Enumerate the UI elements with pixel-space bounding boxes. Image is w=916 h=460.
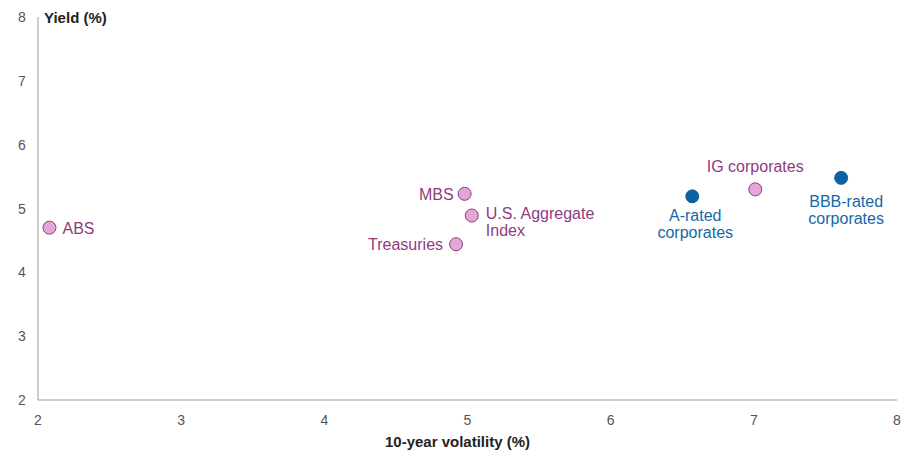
label-line: MBS xyxy=(419,186,454,203)
label-line: A-rated xyxy=(669,207,721,224)
x-tick-label: 5 xyxy=(464,412,472,428)
label-line: corporates xyxy=(657,224,733,241)
y-tick-label: 3 xyxy=(18,328,26,344)
y-tick-label: 6 xyxy=(18,137,26,153)
x-tick-label: 3 xyxy=(177,412,185,428)
x-tick-label: 6 xyxy=(607,412,615,428)
chart: 2 3 4 5 6 7 8 2 3 4 5 6 7 8 Yield (%) 10-year volatilit… xyxy=(0,0,916,460)
point xyxy=(43,221,56,234)
label-line: Index xyxy=(486,222,525,239)
point xyxy=(686,190,699,203)
x-axis xyxy=(38,400,897,401)
x-tick-label: 2 xyxy=(34,412,42,428)
y-tick-label: 8 xyxy=(18,9,26,25)
x-tick-label: 7 xyxy=(750,412,758,428)
label-line: Treasuries xyxy=(368,236,443,253)
y-tick-label: 7 xyxy=(18,73,26,89)
point xyxy=(835,171,848,184)
y-tick-label: 5 xyxy=(18,201,26,217)
label-line: ABS xyxy=(62,220,94,237)
point xyxy=(749,183,762,196)
x-axis-title: 10-year volatility (%) xyxy=(385,433,530,450)
point-label: U.S. AggregateIndex xyxy=(486,205,595,239)
point-label: BBB-ratedcorporates xyxy=(808,193,884,227)
x-tick-label: 8 xyxy=(893,412,901,428)
y-tick-label: 2 xyxy=(18,392,26,408)
point-label: IG corporates xyxy=(707,158,804,175)
label-line: IG corporates xyxy=(707,158,804,175)
point-label: Treasuries xyxy=(368,236,443,253)
y-tick-label: 4 xyxy=(18,264,26,280)
point-label: ABS xyxy=(62,220,94,237)
point-label: A-ratedcorporates xyxy=(657,207,733,241)
label-line: BBB-rated xyxy=(809,193,883,210)
point xyxy=(450,238,463,251)
y-axis-title: Yield (%) xyxy=(44,9,107,26)
point xyxy=(458,187,471,200)
y-axis xyxy=(38,17,39,400)
label-line: U.S. Aggregate xyxy=(486,205,595,222)
label-line: corporates xyxy=(808,210,884,227)
x-tick-label: 4 xyxy=(320,412,328,428)
point xyxy=(465,209,478,222)
point-label: MBS xyxy=(419,186,454,203)
points xyxy=(43,171,848,250)
